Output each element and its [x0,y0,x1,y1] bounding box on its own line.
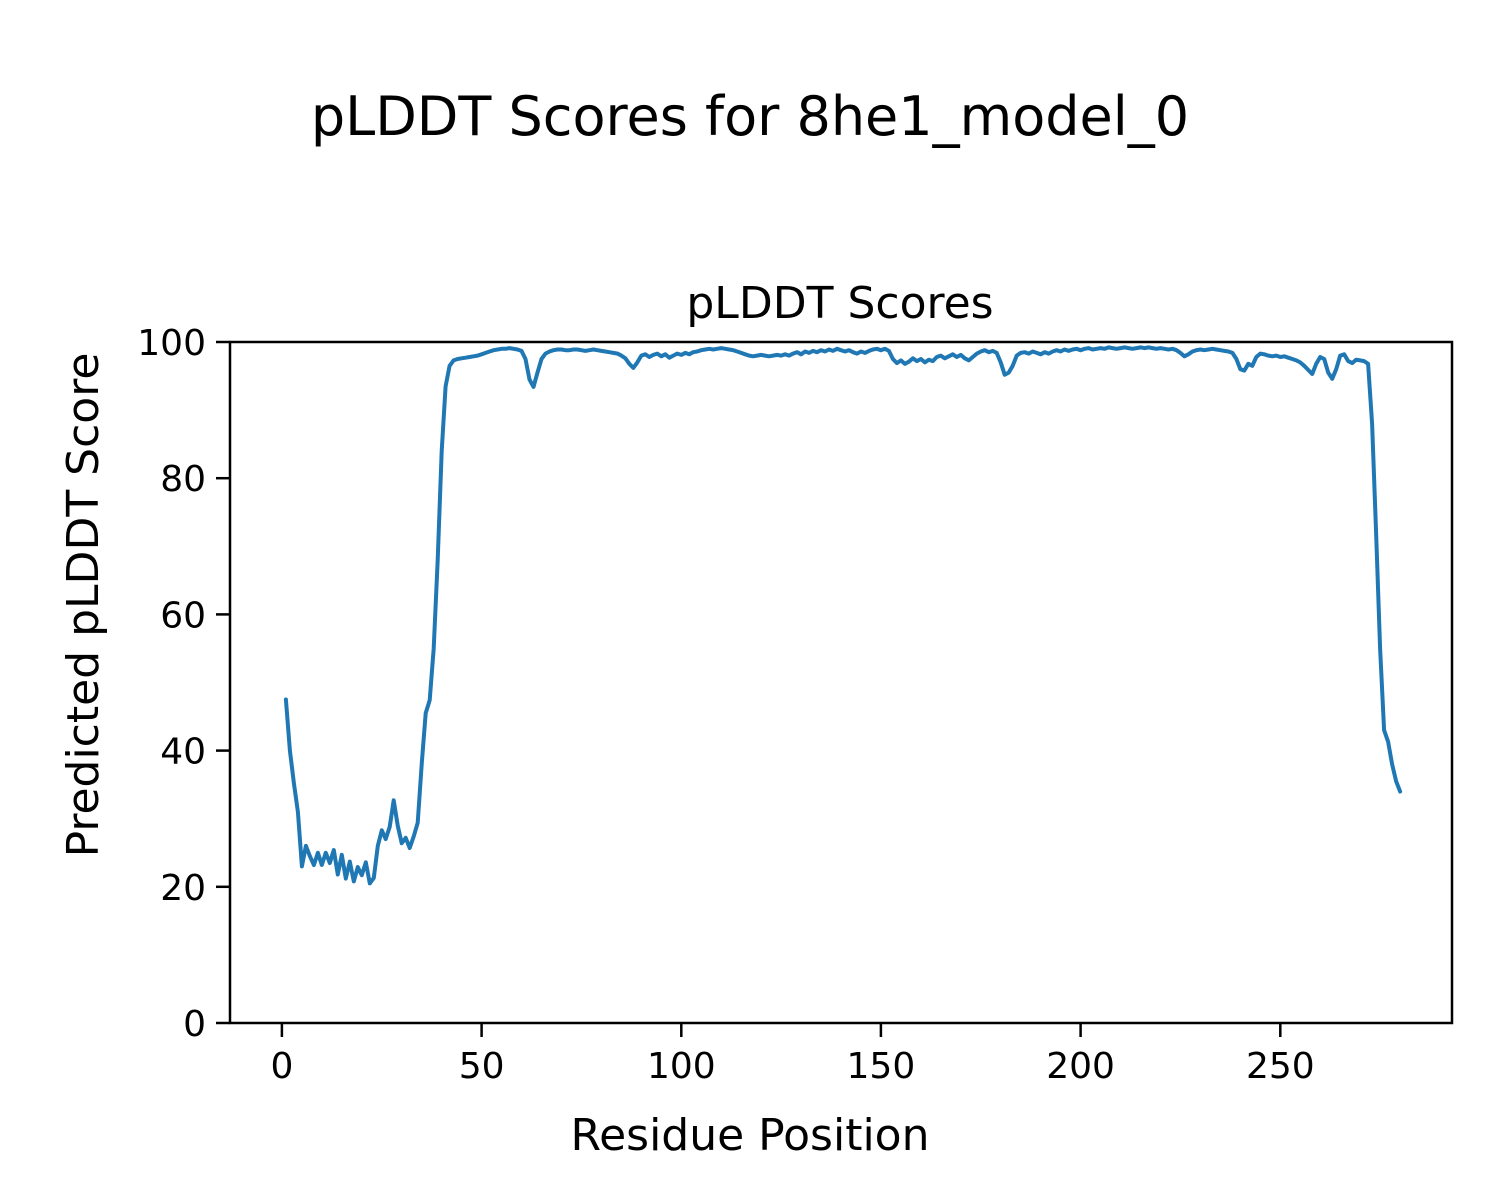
y-axis-tick-label: 0 [183,1004,206,1045]
plot-border [228,340,1454,1025]
y-axis-tick-label: 100 [137,323,206,364]
x-axis-tick-label: 250 [1246,1046,1315,1087]
y-axis-tick-label: 40 [160,732,206,773]
axes-title: pLDDT Scores [686,278,994,329]
x-axis-tick-label: 0 [270,1046,293,1087]
figure-title: pLDDT Scores for 8he1_model_0 [310,85,1190,148]
x-axis-tick-label: 50 [459,1046,505,1087]
x-axis-tick-label: 100 [647,1046,716,1087]
x-axis-tick-label: 200 [1046,1046,1115,1087]
y-axis-tick-label: 80 [160,459,206,500]
y-axis-tick-label: 20 [160,868,206,909]
y-axis-tick-label: 60 [160,595,206,636]
x-axis-label: Residue Position [570,1110,930,1161]
plot-line [283,345,1403,886]
x-axis-tick-label: 150 [847,1046,916,1087]
